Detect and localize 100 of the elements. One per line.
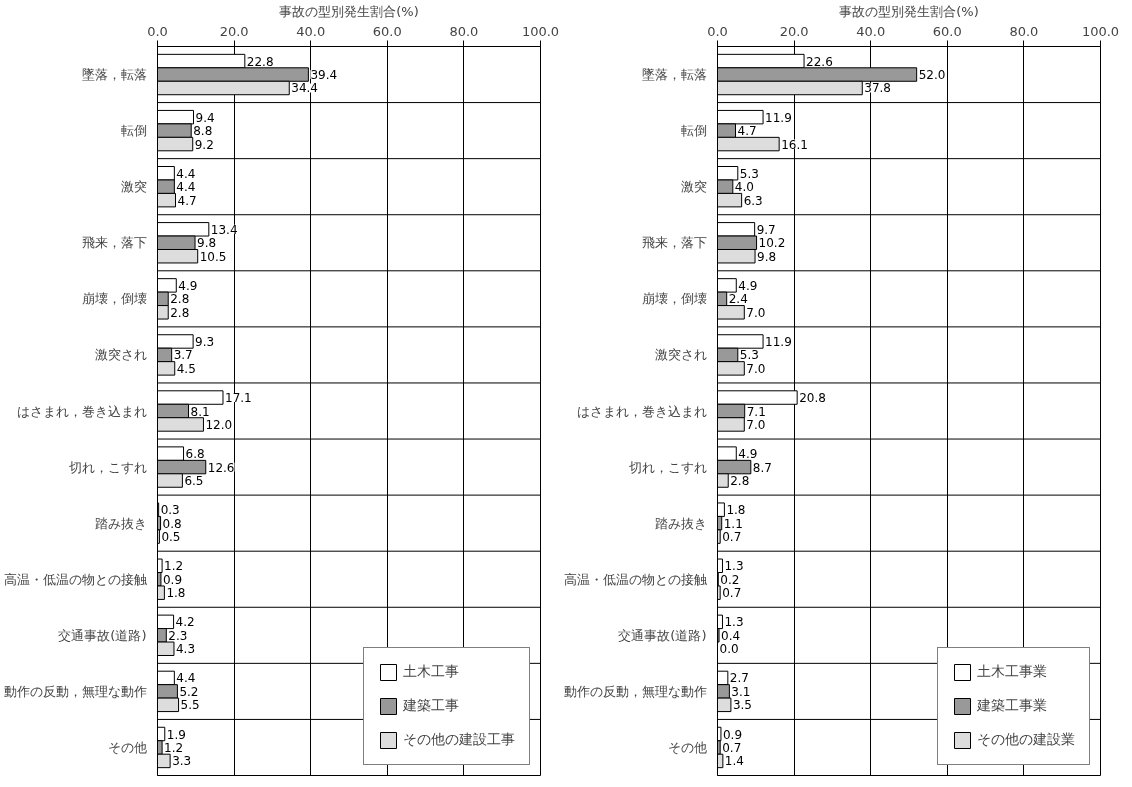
data-label: 16.1 [781,137,808,152]
data-label: 4.2 [175,615,195,630]
x-tick-label: 80.0 [1009,23,1039,39]
x-tick-label: 20.0 [779,23,809,39]
data-label: 0.7 [722,530,742,545]
data-label: 0.8 [162,516,182,531]
data-label: 7.0 [746,417,766,432]
x-tick-label: 100.0 [521,23,560,39]
data-label: 11.9 [765,110,792,125]
x-tick-label: 0.0 [147,23,168,39]
data-label: 52.0 [918,68,946,83]
y-tick-label: 動作の反動，無理な動作 [563,683,707,699]
data-label: 1.2 [164,559,184,574]
y-tick-label: 激突され [94,347,147,363]
y-tick-label: 高温・低温の物との接触 [563,571,707,587]
y-tick-label: 動作の反動，無理な動作 [3,683,147,699]
data-label: 39.4 [310,68,338,83]
data-label: 0.5 [161,530,181,545]
legend-label: 土木工事 [403,663,459,681]
data-label: 4.9 [178,278,198,293]
legend-label: その他の建設工事 [403,731,515,749]
y-tick-label: 転倒 [120,123,147,139]
x-axis-title: 事故の型別発生割合(%) [279,3,419,19]
data-label: 9.8 [757,249,777,264]
data-label: 8.7 [752,460,772,475]
data-label: 22.8 [246,54,274,69]
y-tick-label: 飛来，落下 [81,235,147,251]
legend-label: 土木工事業 [977,663,1047,681]
data-label: 2.8 [730,474,750,489]
data-label: 9.4 [195,110,215,125]
y-tick-label: 激突され [654,347,707,363]
data-label: 20.8 [799,391,826,406]
data-label: 5.2 [179,684,199,699]
y-tick-label: 転倒 [680,123,707,139]
x-tick-label: 40.0 [296,23,326,39]
data-label: 10.5 [199,249,227,264]
data-label: 6.3 [743,193,763,208]
data-label: 1.8 [726,503,746,518]
data-label: 17.1 [224,391,252,406]
data-label: 9.8 [197,236,217,251]
data-label: 1.3 [724,559,744,574]
data-label: 12.6 [207,460,235,475]
data-label: 5.3 [739,166,759,181]
y-tick-label: その他 [667,739,707,755]
data-label: 3.7 [173,348,193,363]
x-tick-label: 0.0 [707,23,728,39]
data-label: 4.4 [176,180,196,195]
data-label: 4.9 [738,447,758,462]
data-label: 4.3 [175,642,196,657]
data-label: 7.1 [746,404,766,419]
data-label: 9.7 [756,222,776,237]
data-label: 2.3 [168,628,188,643]
data-label: 4.4 [176,671,196,686]
data-label: 0.9 [722,727,743,742]
x-tick-label: 20.0 [219,23,249,39]
data-label: 5.3 [739,348,759,363]
y-tick-label: はさまれ，巻き込まれ [576,403,707,419]
data-label: 4.7 [177,193,197,208]
data-label: 2.7 [729,671,749,686]
data-label: 8.1 [190,404,210,419]
data-label: 11.9 [765,334,792,349]
data-label: 3.3 [172,754,192,769]
y-tick-label: 飛来，落下 [641,235,707,251]
data-label: 2.8 [170,305,190,320]
legend-label: その他の建設業 [977,731,1075,749]
y-tick-label: 崩壊，倒壊 [81,291,147,307]
x-tick-label: 40.0 [856,23,886,39]
data-label: 8.8 [193,124,213,139]
data-label: 0.3 [160,503,180,518]
data-label: 0.4 [721,628,741,643]
data-label: 4.9 [738,278,758,293]
y-tick-label: 激突 [120,179,147,195]
y-tick-label: 高温・低温の物との接触 [3,571,147,587]
y-tick-label: 墜落，転落 [641,67,707,83]
data-label: 1.8 [166,586,186,601]
data-label: 7.0 [746,361,766,376]
data-label: 6.8 [185,447,205,462]
y-tick-label: 交通事故(道路) [618,627,707,643]
data-label: 0.2 [720,572,740,587]
data-label: 7.0 [746,305,766,320]
legend-label: 建築工事業 [977,697,1047,715]
y-tick-label: 激突 [680,179,707,195]
data-label: 6.5 [184,474,204,489]
data-label: 5.5 [180,698,200,713]
data-label: 2.4 [728,292,748,307]
data-label: 0.7 [722,586,742,601]
data-label: 4.5 [176,361,196,376]
data-label: 2.8 [170,292,190,307]
y-tick-label: その他 [107,739,147,755]
data-label: 37.8 [864,81,891,96]
data-label: 22.6 [806,54,833,69]
y-tick-label: 踏み抜き [94,515,147,531]
data-label: 0.9 [162,572,183,587]
y-tick-label: 崩壊，倒壊 [641,291,707,307]
data-label: 4.4 [176,166,196,181]
data-label: 0.7 [722,740,742,755]
data-label: 1.9 [166,727,186,742]
y-tick-label: 踏み抜き [654,515,707,531]
data-label: 3.1 [731,684,751,699]
x-tick-label: 100.0 [1081,23,1120,39]
